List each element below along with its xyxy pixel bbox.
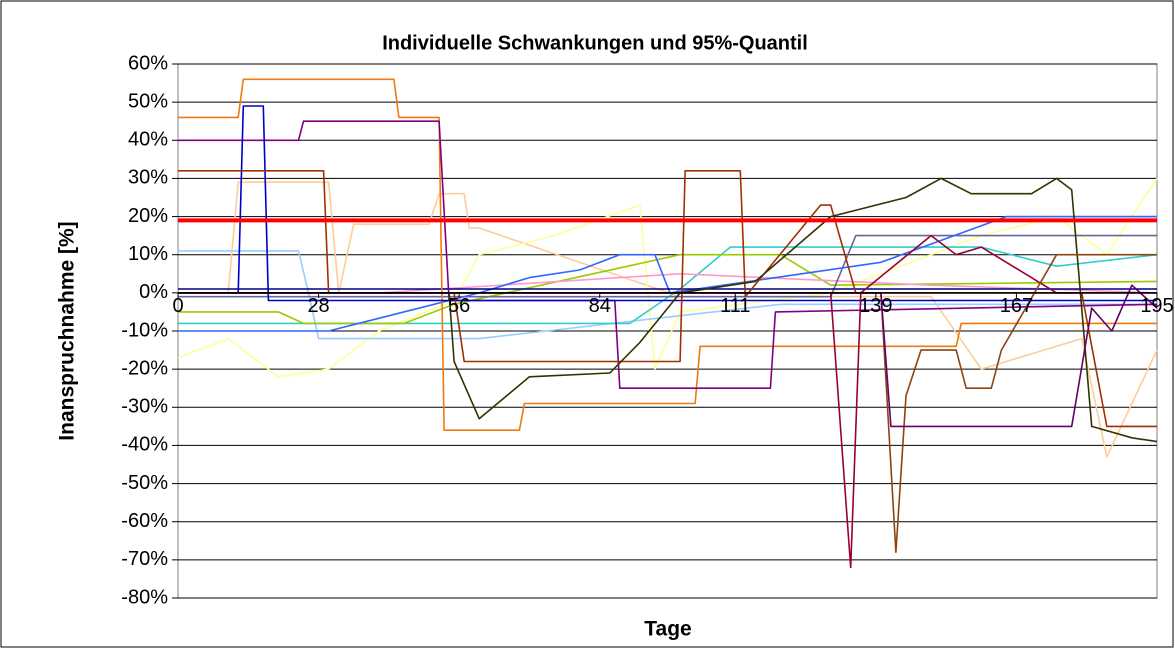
data-line: [178, 177, 1158, 443]
data-line: [178, 215, 1157, 332]
y-tick-label: -30%: [121, 396, 168, 418]
y-tick-label: -50%: [121, 472, 168, 494]
y-tick-label: 20%: [128, 205, 168, 227]
x-tick-label: 167: [1000, 295, 1033, 317]
x-tick-label: 0: [172, 295, 183, 317]
y-tick-label: -20%: [121, 357, 168, 379]
data-line: [178, 78, 1157, 431]
chart-title: Individuelle Schwankungen und 95%-Quanti…: [382, 32, 808, 54]
x-tick-label: 84: [589, 295, 611, 317]
data-line: [178, 234, 1157, 569]
y-tick-label: -10%: [121, 319, 168, 341]
data-line: [178, 253, 1158, 325]
data-line: [178, 246, 1158, 325]
y-tick-label: 0%: [139, 281, 168, 303]
data-line: [178, 181, 1158, 458]
y-tick-label: -40%: [121, 434, 168, 456]
y-tick-label: 60%: [128, 52, 168, 74]
y-tick-label: 40%: [128, 129, 168, 151]
data-line: [178, 234, 1157, 298]
x-axis-title: Tage: [644, 618, 691, 641]
y-tick-label: -60%: [121, 510, 168, 532]
data-line: [178, 253, 1157, 553]
y-tick-label: 30%: [128, 167, 168, 189]
y-tick-label: 50%: [128, 90, 168, 112]
x-tick-label: 139: [859, 295, 892, 317]
x-tick-label: 56: [448, 295, 470, 317]
y-tick-label: -80%: [121, 586, 168, 608]
x-tick-label: 28: [307, 295, 329, 317]
x-tick-label: 195: [1140, 295, 1173, 317]
x-tick-label: 111: [720, 295, 750, 317]
y-axis-title: Inanspruchnahme [%]: [56, 221, 79, 440]
y-tick-label: 10%: [128, 243, 168, 265]
data-line: [178, 250, 1157, 340]
y-tick-label: -70%: [121, 548, 168, 570]
